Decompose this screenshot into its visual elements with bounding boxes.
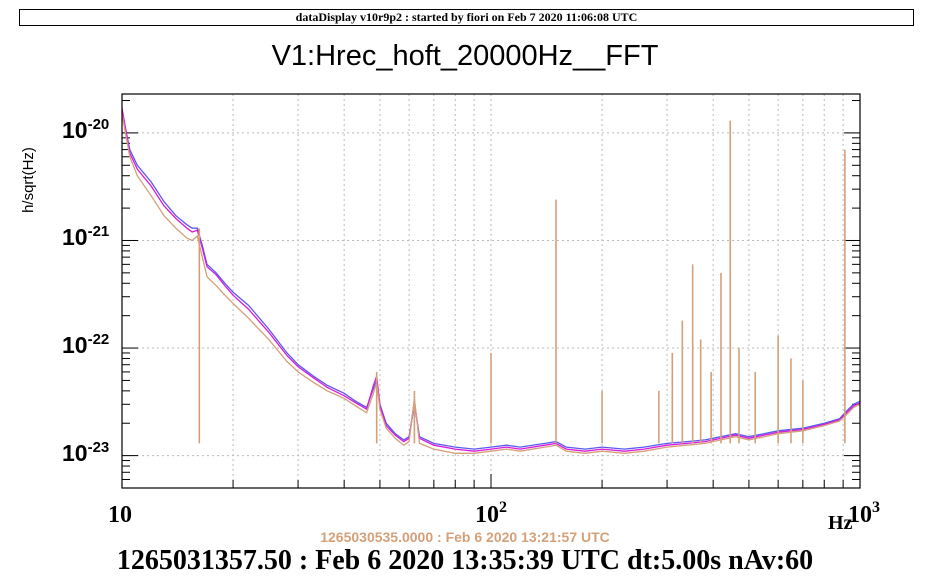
y-tick-label: 10-20 (62, 115, 110, 143)
reference-timestamp: 1265030535.0000 : Feb 6 2020 13:21:57 UT… (320, 529, 610, 545)
x-tick-label: 10 (108, 502, 132, 528)
x-tick-label: 103 (848, 499, 880, 528)
y-tick-label: 10-23 (62, 438, 110, 466)
x-tick-label: 102 (475, 499, 507, 528)
app-header: dataDisplay v10r9p2 : started by fiori o… (19, 9, 914, 26)
series-line-2 (121, 113, 861, 454)
y-tick-label: 10-21 (62, 223, 110, 251)
plot-frame (121, 93, 861, 489)
current-timestamp: 1265031357.50 : Feb 6 2020 13:35:39 UTC … (116, 545, 814, 576)
x-axis-unit-label: Hz (828, 512, 853, 534)
y-tick-label: 10-22 (62, 331, 110, 359)
chart-title: V1:Hrec_hoft_20000Hz__FFT (271, 40, 659, 72)
